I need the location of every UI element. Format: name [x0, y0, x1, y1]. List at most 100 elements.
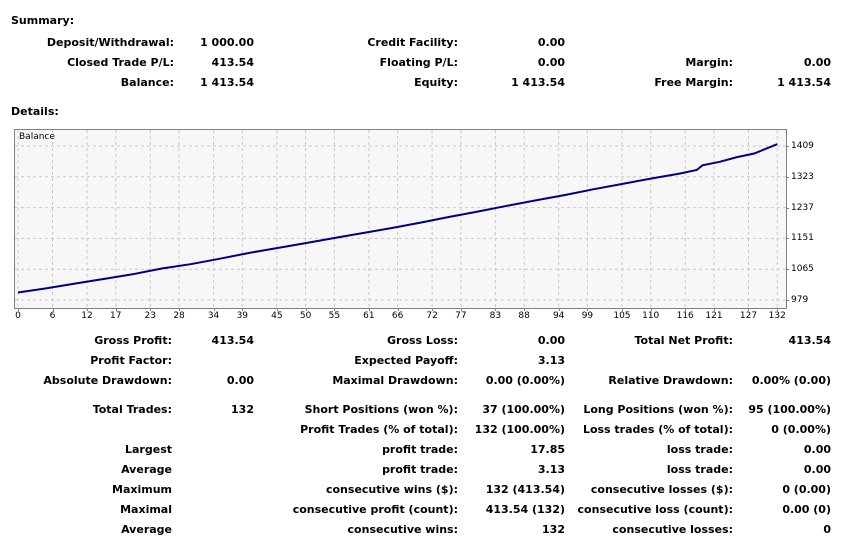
x-tick-label: 110	[642, 311, 660, 321]
x-tick-mark	[587, 308, 589, 311]
y-tick-label: 979	[791, 295, 809, 305]
x-tick-label: 45	[271, 311, 283, 321]
x-tick-mark	[115, 308, 117, 311]
detail-label: Largest	[125, 443, 172, 456]
detail-label: Average	[121, 463, 172, 476]
detail-value: 0	[823, 523, 831, 536]
x-tick-label: 39	[236, 311, 249, 321]
detail-label: Short Positions (won %):	[304, 403, 458, 416]
y-tick-label: 1065	[791, 264, 814, 275]
x-tick-mark	[621, 308, 623, 311]
detail-value: 0.00 (0.00%)	[485, 374, 565, 387]
x-tick-label: 121	[705, 311, 723, 321]
x-tick-mark	[495, 308, 497, 311]
detail-label: Expected Payoff:	[354, 354, 458, 367]
floating-pl-value: 0.00	[537, 56, 565, 69]
y-tick-label: 1237	[791, 202, 814, 213]
detail-value: 0.00% (0.00)	[751, 374, 831, 387]
detail-label: consecutive loss (count):	[577, 503, 733, 516]
x-tick-label: 17	[110, 311, 122, 321]
balance-chart-svg	[15, 130, 786, 308]
x-tick-mark	[213, 308, 215, 311]
x-tick-label: 77	[455, 311, 467, 321]
x-tick-mark	[748, 308, 750, 311]
detail-value: 132	[231, 403, 254, 416]
detail-label: Relative Drawdown:	[608, 374, 733, 387]
y-tick-label: 1409	[791, 141, 814, 151]
detail-label: consecutive profit (count):	[292, 503, 458, 516]
detail-value: 0.00	[226, 374, 254, 387]
x-tick-mark	[397, 308, 399, 311]
x-tick-label: 34	[207, 311, 220, 321]
detail-label: Maximum	[112, 483, 172, 496]
detail-label: Total Trades:	[92, 403, 172, 416]
free-margin-value: 1 413.54	[777, 76, 831, 89]
x-tick-label: 12	[81, 311, 93, 321]
balance-series-line	[17, 143, 778, 294]
x-tick-mark	[52, 308, 54, 311]
detail-value: 0.00 (0)	[782, 503, 831, 516]
equity-label: Equity:	[414, 76, 458, 89]
detail-value: 413.54	[788, 334, 831, 347]
x-tick-mark	[524, 308, 526, 311]
detail-value: 3.13	[537, 354, 565, 367]
x-tick-label: 94	[552, 311, 565, 321]
detail-value: 95 (100.00%)	[748, 403, 831, 416]
x-tick-label: 132	[768, 311, 786, 321]
detail-label: loss trade:	[666, 463, 733, 476]
detail-label: Gross Loss:	[387, 334, 458, 347]
detail-label: Average	[121, 523, 172, 536]
detail-label: consecutive losses ($):	[590, 483, 733, 496]
y-tick-label: 1151	[791, 233, 814, 244]
x-tick-mark	[87, 308, 89, 311]
x-tick-mark	[685, 308, 687, 311]
closed-trade-value: 413.54	[211, 56, 254, 69]
detail-value: 132 (413.54)	[485, 483, 565, 496]
summary-heading: Summary:	[11, 14, 75, 27]
credit-facility-value: 0.00	[537, 36, 565, 49]
x-tick-mark	[18, 308, 19, 311]
x-tick-label: 61	[363, 311, 375, 321]
y-tick-label: 1323	[791, 171, 814, 182]
detail-label: consecutive wins ($):	[325, 483, 458, 496]
detail-label: loss trade:	[666, 443, 733, 456]
detail-value: 3.13	[537, 463, 565, 476]
x-tick-mark	[460, 308, 462, 311]
detail-value: 0 (0.00%)	[771, 423, 831, 436]
y-tick-mark	[786, 300, 789, 301]
detail-value: 413.54 (132)	[485, 503, 565, 516]
margin-value: 0.00	[803, 56, 831, 69]
floating-pl-label: Floating P/L:	[379, 56, 458, 69]
equity-value: 1 413.54	[511, 76, 565, 89]
x-tick-mark	[334, 308, 336, 311]
y-tick-mark	[786, 207, 789, 209]
detail-value: 37 (100.00%)	[482, 403, 565, 416]
x-tick-mark	[242, 308, 244, 311]
x-tick-label: 28	[173, 311, 185, 321]
detail-value: 132 (100.00%)	[474, 423, 565, 436]
detail-label: Profit Factor:	[90, 354, 172, 367]
detail-value: 132	[542, 523, 565, 536]
deposit-value: 1 000.00	[200, 36, 254, 49]
detail-label: Profit Trades (% of total):	[300, 423, 458, 436]
detail-label: Absolute Drawdown:	[43, 374, 172, 387]
detail-label: Loss trades (% of total):	[582, 423, 733, 436]
detail-value: 0.00	[803, 443, 831, 456]
detail-label: Maximal	[120, 503, 172, 516]
x-tick-label: 88	[518, 311, 530, 321]
x-tick-label: 127	[739, 311, 758, 321]
x-tick-mark	[276, 308, 278, 311]
detail-label: Long Positions (won %):	[583, 403, 733, 416]
x-tick-label: 66	[391, 311, 404, 321]
x-tick-mark	[305, 308, 307, 311]
details-heading: Details:	[11, 105, 59, 118]
detail-value: 0.00	[537, 334, 565, 347]
detail-value: 413.54	[211, 334, 254, 347]
chart-title: Balance	[19, 132, 55, 142]
y-tick-mark	[786, 269, 789, 271]
x-tick-label: 55	[328, 311, 341, 321]
x-tick-mark	[179, 308, 181, 311]
x-tick-mark	[432, 308, 434, 311]
x-tick-label: 116	[676, 311, 694, 321]
margin-label: Margin:	[685, 56, 733, 69]
